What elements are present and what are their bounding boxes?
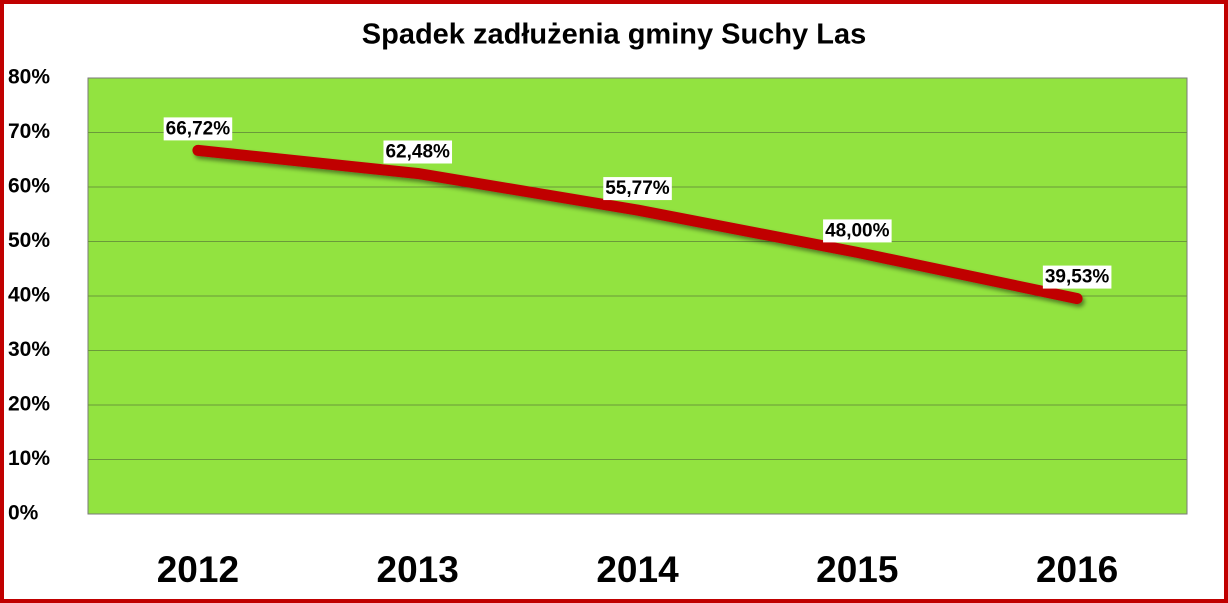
chart-title: Spadek zadłużenia gminy Suchy Las bbox=[362, 19, 866, 51]
x-tick-label: 2012 bbox=[157, 549, 239, 590]
data-line bbox=[192, 144, 1083, 305]
data-label: 39,53% bbox=[1045, 267, 1110, 288]
data-label: 48,00% bbox=[825, 220, 890, 241]
x-tick-label: 2016 bbox=[1036, 549, 1118, 590]
data-label-bg bbox=[603, 177, 672, 201]
data-label-group: 66,72% bbox=[163, 117, 233, 141]
data-label-group: 48,00% bbox=[823, 219, 892, 243]
x-tick-label: 2015 bbox=[816, 549, 898, 590]
y-tick-label: 20% bbox=[8, 393, 50, 416]
data-label: 66,72% bbox=[166, 118, 231, 139]
data-label-bg bbox=[1042, 265, 1112, 289]
y-tick-label: 40% bbox=[8, 284, 50, 307]
y-tick-label: 80% bbox=[8, 66, 50, 89]
data-label-group: 39,53% bbox=[1042, 265, 1112, 289]
data-label-bg bbox=[163, 117, 233, 141]
y-tick-label: 70% bbox=[8, 120, 50, 143]
x-tick-label: 2013 bbox=[377, 549, 459, 590]
y-tick-label: 10% bbox=[8, 447, 50, 470]
data-label-bg bbox=[823, 219, 892, 243]
data-label: 55,77% bbox=[605, 178, 670, 199]
data-label-bg bbox=[383, 140, 453, 164]
data-label-group: 62,48% bbox=[383, 140, 453, 164]
data-label: 62,48% bbox=[385, 141, 450, 162]
y-tick-label: 30% bbox=[8, 338, 50, 361]
data-label-group: 55,77% bbox=[603, 177, 672, 201]
y-tick-label: 60% bbox=[8, 175, 50, 198]
y-tick-label: 0% bbox=[8, 502, 39, 525]
y-tick-label: 50% bbox=[8, 229, 50, 252]
x-tick-label: 2014 bbox=[596, 549, 679, 590]
